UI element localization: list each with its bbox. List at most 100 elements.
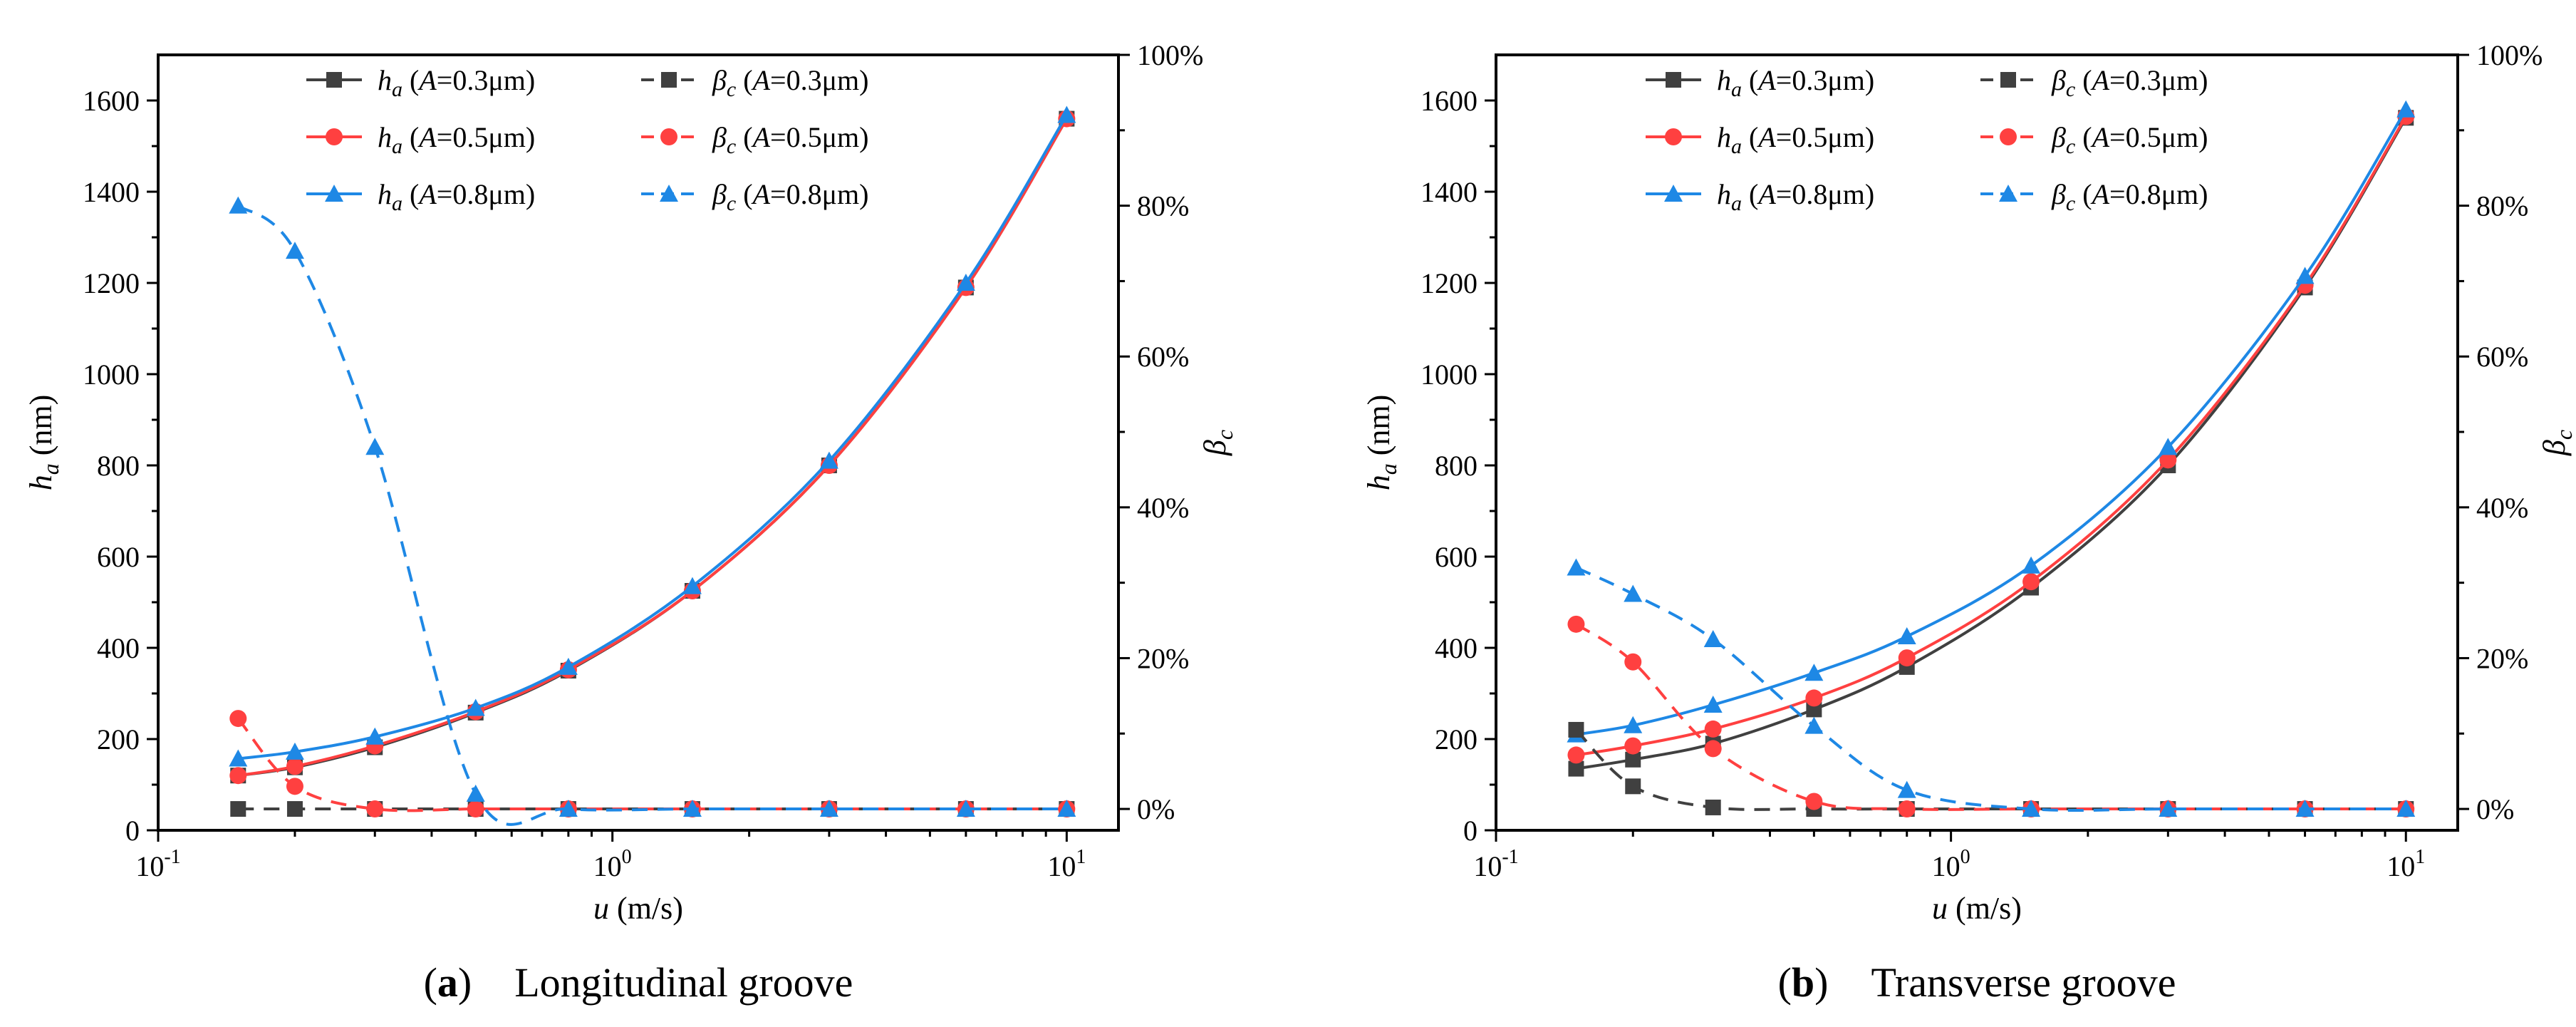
legend-label: βc (A=0.5μm) [2051,121,2208,158]
caption-panel-label: a [437,959,458,1006]
x-tick-label: 10-1 [135,846,180,882]
data-point [1805,689,1823,707]
legend-text: =0.5μm) [770,121,868,153]
y-tick-label: 0 [125,815,140,847]
series-ha-square [1568,110,2414,777]
y-tick-label: 400 [1435,632,1477,664]
legend-text: ( [736,178,752,210]
legend-var: A [751,121,771,153]
y-axis-sub: a [38,463,63,475]
legend: ha (A=0.3μm) βc (A=0.3μm)ha (A=0.5μm) βc (… [1646,64,2208,215]
legend-sub: c [727,135,736,158]
x-tick-base: 10 [1932,850,1960,882]
data-point [365,727,385,745]
legend-text: =0.8μm) [2109,178,2208,210]
data-point [365,438,385,455]
series-line [238,114,1069,760]
legend-var: β [712,178,727,210]
data-point [229,749,248,767]
legend-var: A [1756,121,1776,153]
data-point [1704,740,1722,758]
series-ha-square [230,110,1075,784]
legend-swatch-marker [1666,72,1681,88]
legend-label: ha (A=0.8μm) [378,178,535,215]
data-point [956,274,975,291]
y2-axis-title: βc [2537,430,2576,456]
x-axis-title: u (m/s) [1932,891,2022,926]
data-point [1897,780,1916,798]
y-axis-var: h [1361,475,1396,490]
data-point [230,801,246,817]
legend-var: h [1717,121,1731,153]
legend-swatch-marker [661,72,677,88]
legend-swatch-marker [1665,128,1682,145]
data-point [2396,100,2416,118]
data-point [285,742,304,760]
data-point [1705,799,1721,815]
panel-caption: (b) Transverse groove [1778,959,2176,1006]
data-point [1898,800,1916,818]
y-tick-label: 1600 [83,85,140,117]
series-ha-circle [229,110,1076,785]
legend-text: ( [2075,64,2092,96]
legend-text: =0.5μm) [437,121,535,153]
legend-label: ha (A=0.3μm) [1717,64,1874,101]
series-beta-square [1568,721,2414,817]
legend-text: ( [1742,178,1758,210]
legend-sub: a [392,192,402,215]
legend-text: ( [1742,121,1758,153]
data-point [2159,438,2178,455]
legend-sub: a [1731,78,1742,101]
legend-text: ( [2075,121,2092,153]
legend-var: A [1756,64,1776,96]
legend-var: h [378,178,392,210]
data-point [2022,573,2040,591]
series-line [1575,566,2406,812]
data-point [1804,664,1824,681]
series-line [1576,115,2407,757]
legend-text: ( [736,64,752,96]
legend-var: A [2090,121,2110,153]
data-point [466,784,485,802]
data-point [285,242,304,259]
series-line [1576,108,2407,736]
data-point [1624,584,1643,602]
y2-axis-var: β [2537,440,2572,456]
series-beta-triangle [229,196,1076,826]
chart-panel-a: 020040060080010001200140016000%20%40%60%… [24,39,1237,1006]
legend-var: β [2051,178,2066,210]
data-point [1624,653,1642,671]
series-line [1576,117,2407,770]
data-point [1625,751,1641,768]
legend-var: A [751,64,771,96]
legend-var: β [712,121,727,153]
legend-var: β [712,64,727,96]
data-point [1625,778,1641,795]
legend-sub: a [1731,192,1742,215]
x-tick-base: 10 [135,850,164,882]
y-tick-label: 0 [1463,815,1477,847]
data-point [466,698,485,716]
data-point [1624,737,1642,755]
x-tick-base: 10 [593,850,622,882]
y-tick-label: 1000 [1421,358,1477,391]
data-point [1057,105,1076,123]
legend-text: =0.3μm) [1776,64,1874,96]
y2-tick-label: 40% [1137,492,1189,524]
legend-label: ha (A=0.5μm) [1717,121,1874,158]
caption-paren: ( [1778,959,1792,1006]
series-line [237,204,1067,826]
data-point [366,800,384,818]
series-line [237,118,1069,778]
data-point [1704,720,1722,738]
panel-caption: (a) Longitudinal groove [424,959,853,1006]
y2-axis-sub: c [1212,430,1237,440]
legend-var: h [1717,64,1731,96]
legend-var: β [2051,121,2066,153]
legend-swatch-marker [660,185,678,202]
data-point [956,800,975,817]
legend-label: βc (A=0.3μm) [2051,64,2208,101]
data-point [1624,716,1643,733]
legend-label: ha (A=0.8μm) [1717,178,1874,215]
